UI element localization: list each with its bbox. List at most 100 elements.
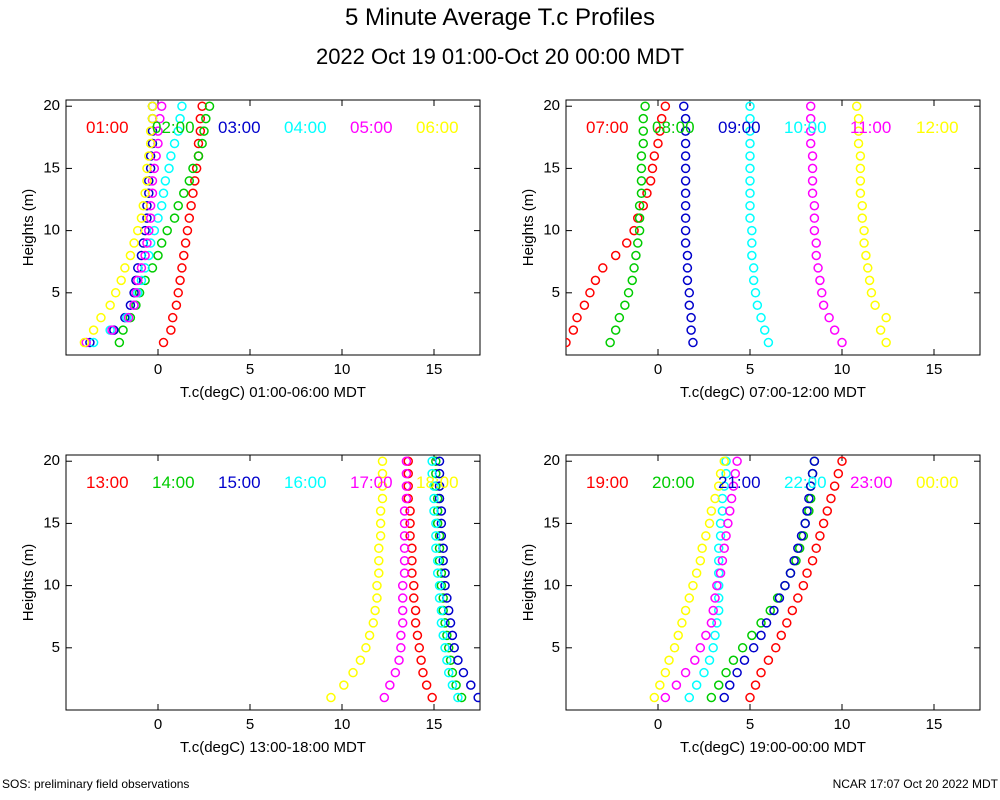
data-point (745, 126, 755, 136)
data-point (669, 643, 680, 653)
legend-label: 05:00 (350, 118, 393, 137)
data-point (166, 151, 176, 161)
data-point (171, 300, 182, 310)
data-point (473, 692, 480, 703)
data-point (680, 151, 691, 161)
data-point (377, 481, 388, 491)
data-point (811, 238, 821, 248)
data-point (655, 126, 665, 136)
data-point (116, 275, 126, 286)
data-point (793, 593, 803, 603)
data-point (750, 288, 761, 298)
x-axis-label: T.c(degC) 13:00-18:00 MDT (180, 739, 366, 756)
data-point (708, 605, 718, 616)
data-point (680, 138, 691, 149)
plot-frame (65, 454, 481, 711)
data-point (809, 225, 820, 236)
data-point (855, 188, 866, 199)
data-point (638, 200, 649, 211)
data-point (759, 325, 770, 335)
data-point (326, 692, 336, 703)
data-point (881, 312, 891, 323)
data-point (458, 667, 469, 678)
data-point (855, 163, 866, 174)
data-point (374, 555, 384, 566)
data-point (629, 225, 639, 236)
data-point (182, 225, 193, 236)
data-point (427, 468, 437, 479)
data-point (682, 250, 693, 261)
data-point (188, 188, 198, 199)
plot-frame (565, 454, 981, 711)
data-point (809, 456, 820, 466)
data-point (434, 580, 445, 591)
data-point (436, 518, 447, 529)
data-point (158, 188, 169, 199)
y-tick-label: 5 (552, 284, 560, 301)
data-point (629, 263, 639, 273)
data-point (401, 468, 412, 479)
x-tick-label: 5 (746, 361, 754, 378)
data-point (431, 456, 441, 466)
data-point (164, 163, 174, 174)
data-point (374, 568, 384, 578)
data-point (142, 200, 152, 211)
data-point (745, 138, 755, 149)
data-point (684, 288, 695, 298)
y-tick-label: 15 (543, 159, 560, 176)
data-point (442, 630, 452, 641)
data-point (677, 618, 687, 628)
data-point (385, 680, 395, 690)
data-point (859, 238, 869, 248)
data-point (837, 456, 847, 466)
y-axis-label: Heights (m) (20, 544, 37, 622)
data-point (131, 288, 141, 298)
data-point (434, 543, 445, 554)
data-point (162, 225, 172, 236)
data-point (416, 655, 426, 665)
data-point (140, 263, 150, 273)
data-point (85, 337, 95, 348)
data-point (818, 518, 829, 529)
data-point (805, 481, 816, 491)
data-point (688, 337, 698, 348)
data-point (857, 213, 867, 223)
data-point (785, 568, 796, 578)
data-point (870, 300, 880, 310)
data-point (704, 655, 715, 665)
data-point (107, 325, 117, 335)
data-point (680, 113, 691, 124)
data-point (179, 250, 189, 261)
legend-label: 06:00 (416, 118, 459, 137)
data-point (377, 493, 388, 504)
data-point (412, 630, 423, 641)
y-tick-label: 10 (43, 577, 60, 594)
data-point (133, 275, 143, 286)
data-point (680, 238, 691, 248)
data-point (638, 113, 649, 124)
data-point (453, 692, 463, 703)
data-point (114, 337, 125, 348)
data-point (636, 188, 647, 199)
data-point (634, 200, 645, 211)
data-point (180, 238, 191, 248)
legend-label: 17:00 (350, 473, 393, 492)
data-point (633, 238, 643, 248)
data-point (706, 506, 717, 516)
legend-label: 08:00 (652, 118, 695, 137)
data-point (752, 300, 763, 310)
data-point (355, 655, 366, 665)
data-point (804, 493, 814, 504)
data-point (642, 188, 652, 199)
data-point (739, 655, 750, 665)
data-point (585, 288, 595, 298)
data-point (397, 580, 408, 591)
data-point (443, 667, 454, 678)
data-point (414, 643, 425, 653)
data-point (418, 667, 428, 678)
legend-label: 21:00 (718, 473, 761, 492)
data-point (701, 531, 711, 541)
data-point (147, 101, 158, 111)
panel-1: 0 5 10 15 5 10 15 20 T.c(degC) 01:00-06:00 MDT He… (20, 97, 481, 401)
data-point (429, 506, 439, 516)
